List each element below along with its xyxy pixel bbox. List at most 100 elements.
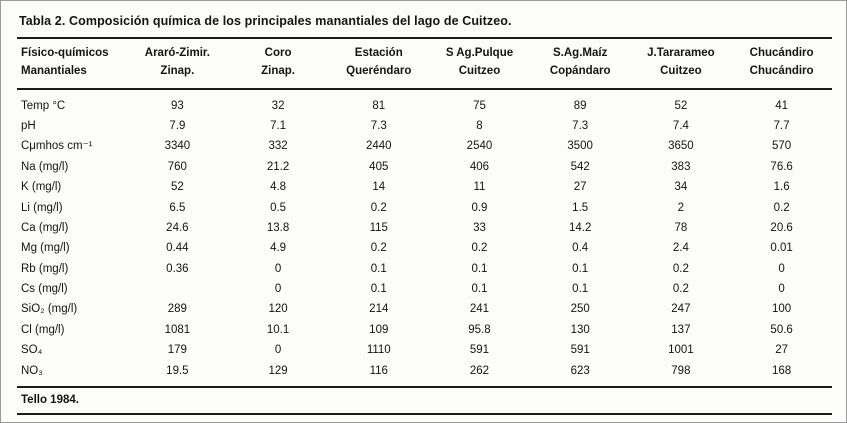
cell-value: 0 bbox=[778, 262, 785, 275]
cell-value: 591 bbox=[469, 344, 490, 357]
cell-value: 1001 bbox=[668, 344, 694, 357]
cell-value: 383 bbox=[671, 160, 691, 173]
cell-value: 0 bbox=[778, 283, 785, 295]
cell-value: 0.1 bbox=[572, 283, 589, 295]
column-header-line1: Estación bbox=[354, 47, 403, 59]
row-label: Li (mg/l) bbox=[21, 201, 63, 214]
cell-value: 2 bbox=[677, 201, 685, 214]
cell-value: 0.44 bbox=[166, 242, 189, 255]
cell-value: 89 bbox=[573, 99, 587, 112]
cell-value: 7.1 bbox=[270, 120, 287, 132]
cell-value: 8 bbox=[476, 120, 483, 132]
table-row: Cs (mg/l) 0 0.1 0.1 0.1 0.2 0 bbox=[17, 279, 832, 299]
cell-value: 0.1 bbox=[572, 262, 589, 275]
cell-value: 13.8 bbox=[266, 221, 290, 234]
cell-value: 7.3 bbox=[572, 120, 589, 132]
cell-value: 0 bbox=[274, 262, 282, 275]
column-header-line1: S Ag.Pulque bbox=[445, 47, 514, 59]
cell-value: 2.4 bbox=[672, 242, 689, 255]
cell-value: 27 bbox=[573, 181, 587, 194]
cell-value: 168 bbox=[772, 364, 792, 377]
cell-value: 542 bbox=[570, 160, 590, 173]
cell-value: 19.5 bbox=[166, 364, 189, 377]
row-label: K (mg/l) bbox=[21, 181, 62, 194]
cell-value bbox=[127, 279, 228, 299]
row-label: Rb (mg/l) bbox=[21, 262, 69, 275]
cell-value: 0.9 bbox=[471, 201, 488, 214]
table-row: pH 7.9 7.1 7.3 8 7.3 7.4 7.7 bbox=[17, 116, 832, 136]
column-header: Coro Zinap. bbox=[228, 38, 329, 89]
table-row: Cμmhos cm⁻¹ 3340 332 2440 2540 3500 3650 570 bbox=[17, 136, 832, 156]
row-label: Na (mg/l) bbox=[21, 160, 69, 173]
table-row: SiO₂ (mg/l) 289 120 214 241 250 247 100 bbox=[17, 299, 832, 319]
cell-value: 6.5 bbox=[169, 201, 186, 214]
cell-value: 1081 bbox=[164, 323, 191, 336]
cell-value: 262 bbox=[469, 364, 490, 377]
cell-value: 93 bbox=[170, 99, 184, 112]
cell-value: 2440 bbox=[365, 140, 392, 153]
table-row: Temp °C 93 32 81 75 89 52 41 bbox=[17, 89, 832, 116]
column-header: Chucándiro Chucándiro bbox=[731, 38, 832, 89]
cell-value: 109 bbox=[369, 323, 389, 336]
table-title: Tabla 2. Composición química de los prin… bbox=[19, 14, 512, 28]
cell-value: 1.6 bbox=[773, 181, 790, 194]
row-label-header: Físico-químicos Manantiales bbox=[17, 38, 127, 89]
table-header: Físico-químicos Manantiales Araró-Zimir. Zi… bbox=[17, 38, 832, 89]
cell-value: 24.6 bbox=[166, 221, 189, 234]
column-header-line1: Coro bbox=[264, 47, 292, 59]
column-header-line2: Zinap. bbox=[160, 64, 195, 77]
header-row: Físico-químicos Manantiales Araró-Zimir. Zi… bbox=[17, 38, 832, 89]
cell-value: 32 bbox=[271, 99, 285, 112]
row-label: Cl (mg/l) bbox=[21, 323, 65, 336]
cell-value: 241 bbox=[469, 303, 490, 316]
cell-value: 34 bbox=[674, 181, 688, 194]
cell-value: 250 bbox=[570, 303, 590, 316]
cell-value: 0.2 bbox=[672, 283, 689, 295]
column-header-line2: Chucándiro bbox=[749, 64, 814, 77]
cell-value: 623 bbox=[570, 364, 590, 377]
cell-value: 7.4 bbox=[672, 120, 689, 132]
cell-value: 21.2 bbox=[266, 160, 290, 173]
cell-value: 289 bbox=[167, 303, 187, 316]
column-header-line2: Copándaro bbox=[549, 64, 611, 77]
table-body: Temp °C 93 32 81 75 89 52 41 pH 7.9 7.1 7.3 8 7.3 7.4 7… bbox=[17, 89, 832, 387]
cell-value: 3340 bbox=[164, 140, 191, 153]
cell-value: 7.7 bbox=[773, 120, 790, 132]
cell-value: 0.36 bbox=[166, 262, 189, 275]
cell-value: 179 bbox=[167, 344, 187, 357]
row-label: Ca (mg/l) bbox=[21, 221, 69, 234]
column-header-line2: Zinap. bbox=[261, 64, 295, 77]
cell-value: 14.2 bbox=[568, 221, 592, 234]
cell-value: 4.8 bbox=[270, 181, 287, 194]
column-header-line1: S.Ag.Maíz bbox=[553, 47, 608, 59]
cell-value: 75 bbox=[473, 99, 486, 112]
cell-value: 1110 bbox=[366, 344, 391, 357]
column-header-line2: Cuitzeo bbox=[660, 64, 702, 77]
cell-value: 3500 bbox=[567, 140, 593, 153]
row-label: Cμmhos cm⁻¹ bbox=[21, 140, 93, 153]
cell-value: 33 bbox=[473, 221, 486, 234]
cell-value: 0.1 bbox=[370, 262, 387, 275]
cell-value: 0 bbox=[274, 283, 282, 295]
row-label: Mg (mg/l) bbox=[21, 242, 70, 255]
cell-value: 11 bbox=[473, 181, 486, 194]
cell-value: 4.9 bbox=[270, 242, 287, 255]
table-source: Tello 1984. bbox=[17, 388, 832, 415]
table-row: K (mg/l) 52 4.8 14 11 27 34 1.6 bbox=[17, 177, 832, 197]
table-row: Cl (mg/l) 1081 10.1 109 95.8 130 137 50.6 bbox=[17, 320, 832, 340]
cell-value: 760 bbox=[167, 160, 187, 173]
cell-value: 52 bbox=[674, 99, 688, 112]
cell-value: 27 bbox=[775, 344, 789, 357]
column-header: J.Tararameo Cuitzeo bbox=[631, 38, 732, 89]
cell-value: 798 bbox=[671, 364, 691, 377]
cell-value: 247 bbox=[671, 303, 691, 316]
cell-value: 2540 bbox=[466, 140, 493, 153]
table-row: NO₃ 19.5 129 116 262 623 798 168 bbox=[17, 361, 832, 387]
column-header: Araró-Zimir. Zinap. bbox=[127, 38, 228, 89]
cell-value: 0 bbox=[274, 344, 282, 357]
row-label: SO₄ bbox=[21, 344, 43, 357]
row-label: pH bbox=[21, 120, 36, 132]
cell-value: 0.1 bbox=[471, 283, 488, 295]
table-row: Ca (mg/l) 24.6 13.8 115 33 14.2 78 20.6 bbox=[17, 218, 832, 238]
cell-value: 0.1 bbox=[471, 262, 488, 275]
